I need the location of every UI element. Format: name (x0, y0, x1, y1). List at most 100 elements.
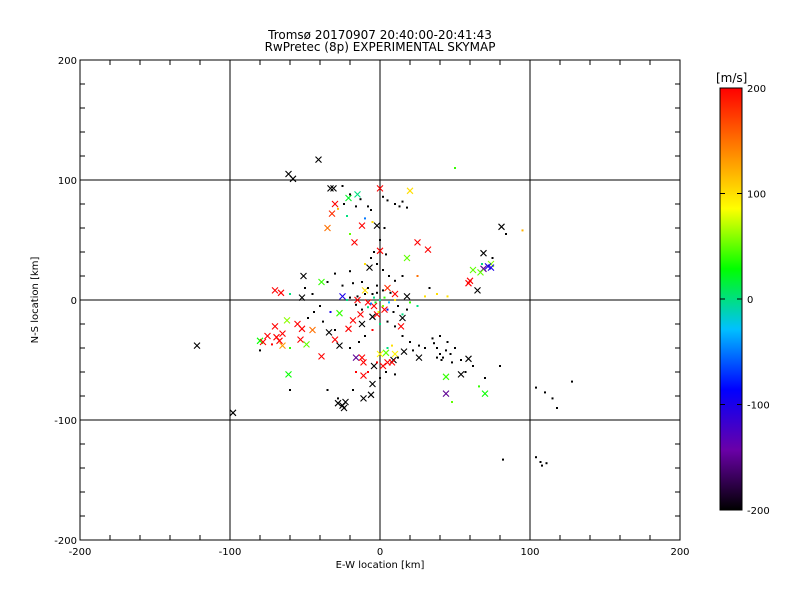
data-point-cross (324, 224, 331, 232)
data-point-cross (271, 287, 279, 294)
data-point-dot (326, 389, 329, 391)
y-tick-label: 0 (71, 296, 77, 307)
data-point-cross (381, 306, 388, 313)
colorbar: 200 100 0 -100 -200 (719, 84, 770, 517)
data-point-dot (376, 263, 378, 265)
data-point-dot (313, 311, 315, 313)
y-tick-label: -200 (54, 536, 77, 547)
data-point-dot (356, 295, 359, 298)
data-point-dot (394, 299, 396, 301)
data-point-dot (371, 221, 374, 223)
x-tick-label: 0 (377, 547, 383, 558)
data-point-cross (400, 348, 408, 355)
data-point-cross (303, 341, 310, 348)
data-point-dot (379, 323, 381, 325)
data-point-dot (394, 325, 396, 328)
data-point-dot (442, 356, 444, 359)
data-point-cross (357, 311, 364, 318)
data-point-dot (481, 263, 483, 265)
data-point-cross (498, 223, 505, 231)
data-point-dot (401, 275, 404, 277)
data-point-cross (477, 269, 484, 276)
data-point-dot (376, 291, 378, 294)
data-point-dot (424, 347, 426, 349)
data-point-dot (401, 200, 404, 203)
data-point-dot (392, 311, 395, 313)
data-point-dot (367, 205, 369, 208)
data-point-dot (364, 335, 366, 337)
data-point-cross (358, 354, 366, 361)
data-point-cross (442, 373, 450, 381)
data-point-dot (289, 389, 291, 391)
data-point-dot (428, 287, 431, 289)
chart-title: Tromsø 20170907 20:40:00-20:41:43 (268, 28, 492, 42)
data-point-dot (319, 305, 321, 307)
data-point-dot (259, 349, 261, 352)
data-point-cross (331, 200, 339, 208)
data-point-dot (304, 287, 306, 289)
data-point-dot (370, 302, 372, 305)
data-point-cross (358, 320, 366, 328)
data-point-dot (355, 371, 357, 373)
data-point-cross (289, 175, 297, 183)
data-point-dot (379, 377, 381, 379)
data-point-dot (311, 293, 314, 295)
data-point-cross (300, 272, 307, 280)
data-point-cross (376, 350, 384, 358)
data-point-dot (349, 233, 351, 235)
y-tick-label: 100 (58, 176, 77, 187)
data-point-dot (373, 296, 375, 299)
data-point-cross (352, 354, 360, 361)
data-point-cross (318, 278, 325, 286)
data-point-cross (193, 342, 201, 349)
data-point-cross (279, 342, 286, 349)
data-point-dot (464, 371, 467, 373)
data-point-dot (401, 335, 404, 337)
data-point-dot (349, 193, 351, 196)
x-tick-label: 200 (670, 547, 689, 558)
data-point-dot (364, 293, 366, 295)
data-point-dot (367, 371, 369, 373)
data-point-cross (297, 336, 304, 343)
data-point-cross (273, 333, 280, 341)
data-point-dot (358, 341, 360, 343)
data-point-cross (277, 289, 285, 297)
data-point-dot (478, 385, 480, 388)
data-point-cross (415, 354, 423, 361)
data-point-cross (465, 279, 472, 287)
data-point-dot (383, 227, 386, 229)
x-tick-label: 100 (520, 547, 539, 558)
data-point-cross (330, 185, 337, 192)
data-point-cross (271, 323, 279, 330)
data-point-cross (328, 210, 336, 217)
data-point-dot (394, 279, 396, 282)
data-point-cross (403, 293, 411, 300)
data-point-dot (386, 308, 389, 311)
data-point-dot (349, 270, 351, 273)
data-point-dot (341, 185, 344, 187)
data-point-cross (283, 317, 291, 324)
data-point-dot (374, 301, 377, 304)
colorbar-unit-label: [m/s] (716, 71, 748, 85)
data-point-dot (439, 335, 441, 337)
data-point-dot (386, 347, 389, 349)
colorbar-gradient (720, 88, 742, 510)
data-point-dot (388, 301, 390, 304)
data-points (193, 156, 573, 467)
data-point-dot (382, 289, 384, 292)
data-point-cross (309, 326, 316, 334)
data-point-cross (370, 362, 378, 370)
colorbar-tick-label: -200 (747, 506, 770, 517)
data-point-dot (359, 198, 362, 201)
data-point-cross (424, 246, 432, 253)
data-point-dot (431, 337, 434, 340)
data-point-dot (373, 251, 375, 253)
data-point-dot (322, 320, 324, 323)
data-point-dot (436, 347, 438, 349)
data-point-dot (545, 462, 548, 465)
data-point-cross (345, 325, 352, 333)
data-point-cross (279, 330, 286, 337)
data-point-dot (460, 359, 462, 361)
data-point-dot (491, 257, 494, 259)
data-point-dot (355, 205, 357, 208)
